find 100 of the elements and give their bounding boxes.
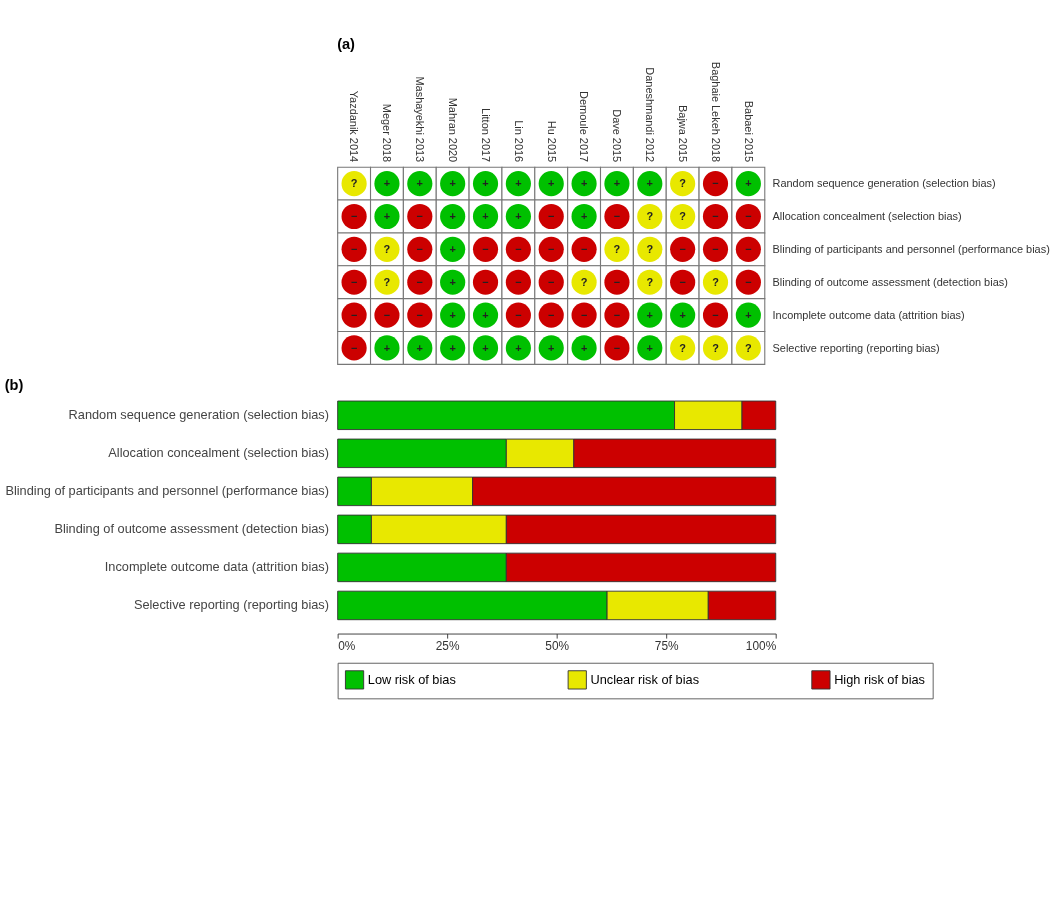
y-tick-label: Random sequence generation (selection bias) (68, 406, 329, 422)
legend-label: High risk of bias (834, 671, 925, 687)
x-tick-label: Yazdanik 2014 (348, 90, 361, 163)
text: − (580, 308, 588, 321)
text: − (613, 275, 621, 288)
text: + (482, 341, 489, 354)
x-tick-label: Bajwa 2015 (677, 105, 689, 163)
x-tick-label: Demoule 2017 (578, 91, 591, 163)
text: + (548, 177, 555, 190)
text: − (515, 243, 522, 256)
text: + (613, 177, 621, 190)
text: + (383, 341, 391, 354)
text: − (482, 243, 489, 256)
x-tick-label: Dave 2015 (611, 109, 624, 163)
text: − (745, 275, 752, 288)
x-tick-label: 100% (745, 638, 777, 653)
text: − (613, 210, 621, 223)
text: + (515, 177, 522, 190)
text: − (712, 243, 719, 256)
x-tick-label: Mashayekhi 2013 (414, 76, 427, 163)
text: + (449, 210, 456, 223)
text: − (679, 243, 686, 256)
text: + (449, 341, 456, 354)
text: + (745, 308, 752, 321)
x-tick-label: Daneshmandi 2012 (644, 67, 657, 163)
text: − (515, 308, 522, 321)
y-tick-label: Selective reporting (reporting bias) (772, 341, 940, 354)
x-tick-label: Lin 2016 (512, 120, 525, 163)
text: − (350, 243, 358, 256)
x-tick-label: 0% (338, 638, 356, 653)
text: ? (679, 210, 686, 223)
y-tick-label: Allocation concealment (selection bias) (772, 210, 962, 223)
text: − (548, 210, 555, 223)
y-tick-label: Incomplete outcome data (attrition bias) (104, 559, 329, 575)
text: − (416, 275, 424, 288)
text: − (613, 308, 621, 321)
text: ? (745, 341, 752, 354)
text: + (646, 308, 653, 321)
text: ? (712, 275, 719, 288)
text: + (449, 308, 456, 321)
chart-title: (a) (337, 36, 356, 53)
y-tick-label: Blinding of outcome assessment (detection bias) (54, 521, 329, 537)
text: (b) (4, 376, 24, 393)
y-tick-label: Allocation concealment (selection bias) (108, 444, 329, 460)
text: − (350, 341, 358, 354)
text: − (515, 275, 522, 288)
x-tick-label: Babaei 2015 (742, 100, 755, 163)
text: ? (613, 243, 621, 256)
y-tick-label: Blinding of outcome assessment (detection bias) (772, 275, 1008, 288)
text: ? (646, 243, 654, 256)
x-tick-label: Baghaie Lekeh 2018 (709, 61, 722, 163)
text: − (745, 210, 752, 223)
y-tick-label: Selective reporting (reporting bias) (133, 597, 329, 613)
x-tick-label: 50% (545, 638, 570, 653)
text: + (679, 308, 686, 321)
x-tick-label: 25% (435, 638, 460, 653)
text: − (580, 243, 588, 256)
text: + (449, 275, 456, 288)
x-tick-label: Litton 2017 (479, 108, 492, 163)
text: − (712, 177, 719, 190)
legend-label: Low risk of bias (367, 671, 456, 687)
text: ? (580, 275, 588, 288)
text: − (482, 275, 489, 288)
text: + (449, 177, 456, 190)
text: ? (350, 177, 358, 190)
text: + (416, 341, 424, 354)
x-tick-label: Mahran 2020 (447, 97, 460, 163)
text: − (613, 341, 621, 354)
y-tick-label: Blinding of participants and personnel (performance bias) (5, 483, 329, 499)
text: − (350, 210, 358, 223)
text: − (548, 308, 555, 321)
text: + (482, 308, 489, 321)
text: + (580, 210, 588, 223)
text: + (580, 177, 588, 190)
text: + (416, 177, 424, 190)
text: − (350, 275, 358, 288)
x-tick-label: Meger 2018 (381, 103, 394, 163)
text: − (416, 243, 424, 256)
y-tick-label: Random sequence generation (selection bias) (772, 177, 996, 190)
text: − (548, 275, 555, 288)
text: + (548, 341, 555, 354)
text: + (383, 210, 391, 223)
text: ? (383, 243, 391, 256)
text: ? (679, 177, 686, 190)
text: ? (712, 341, 719, 354)
text: ? (383, 275, 391, 288)
legend-label: Unclear risk of bias (590, 671, 700, 687)
x-tick-label: Hu 2015 (545, 120, 558, 163)
text: + (515, 341, 522, 354)
text: + (646, 341, 653, 354)
text: ? (646, 275, 654, 288)
text: ? (646, 210, 654, 223)
text: + (482, 210, 489, 223)
text: + (383, 177, 391, 190)
text: − (548, 243, 555, 256)
text: + (449, 243, 456, 256)
text: − (416, 308, 424, 321)
text: + (580, 341, 588, 354)
text: − (416, 210, 424, 223)
text: + (745, 177, 752, 190)
